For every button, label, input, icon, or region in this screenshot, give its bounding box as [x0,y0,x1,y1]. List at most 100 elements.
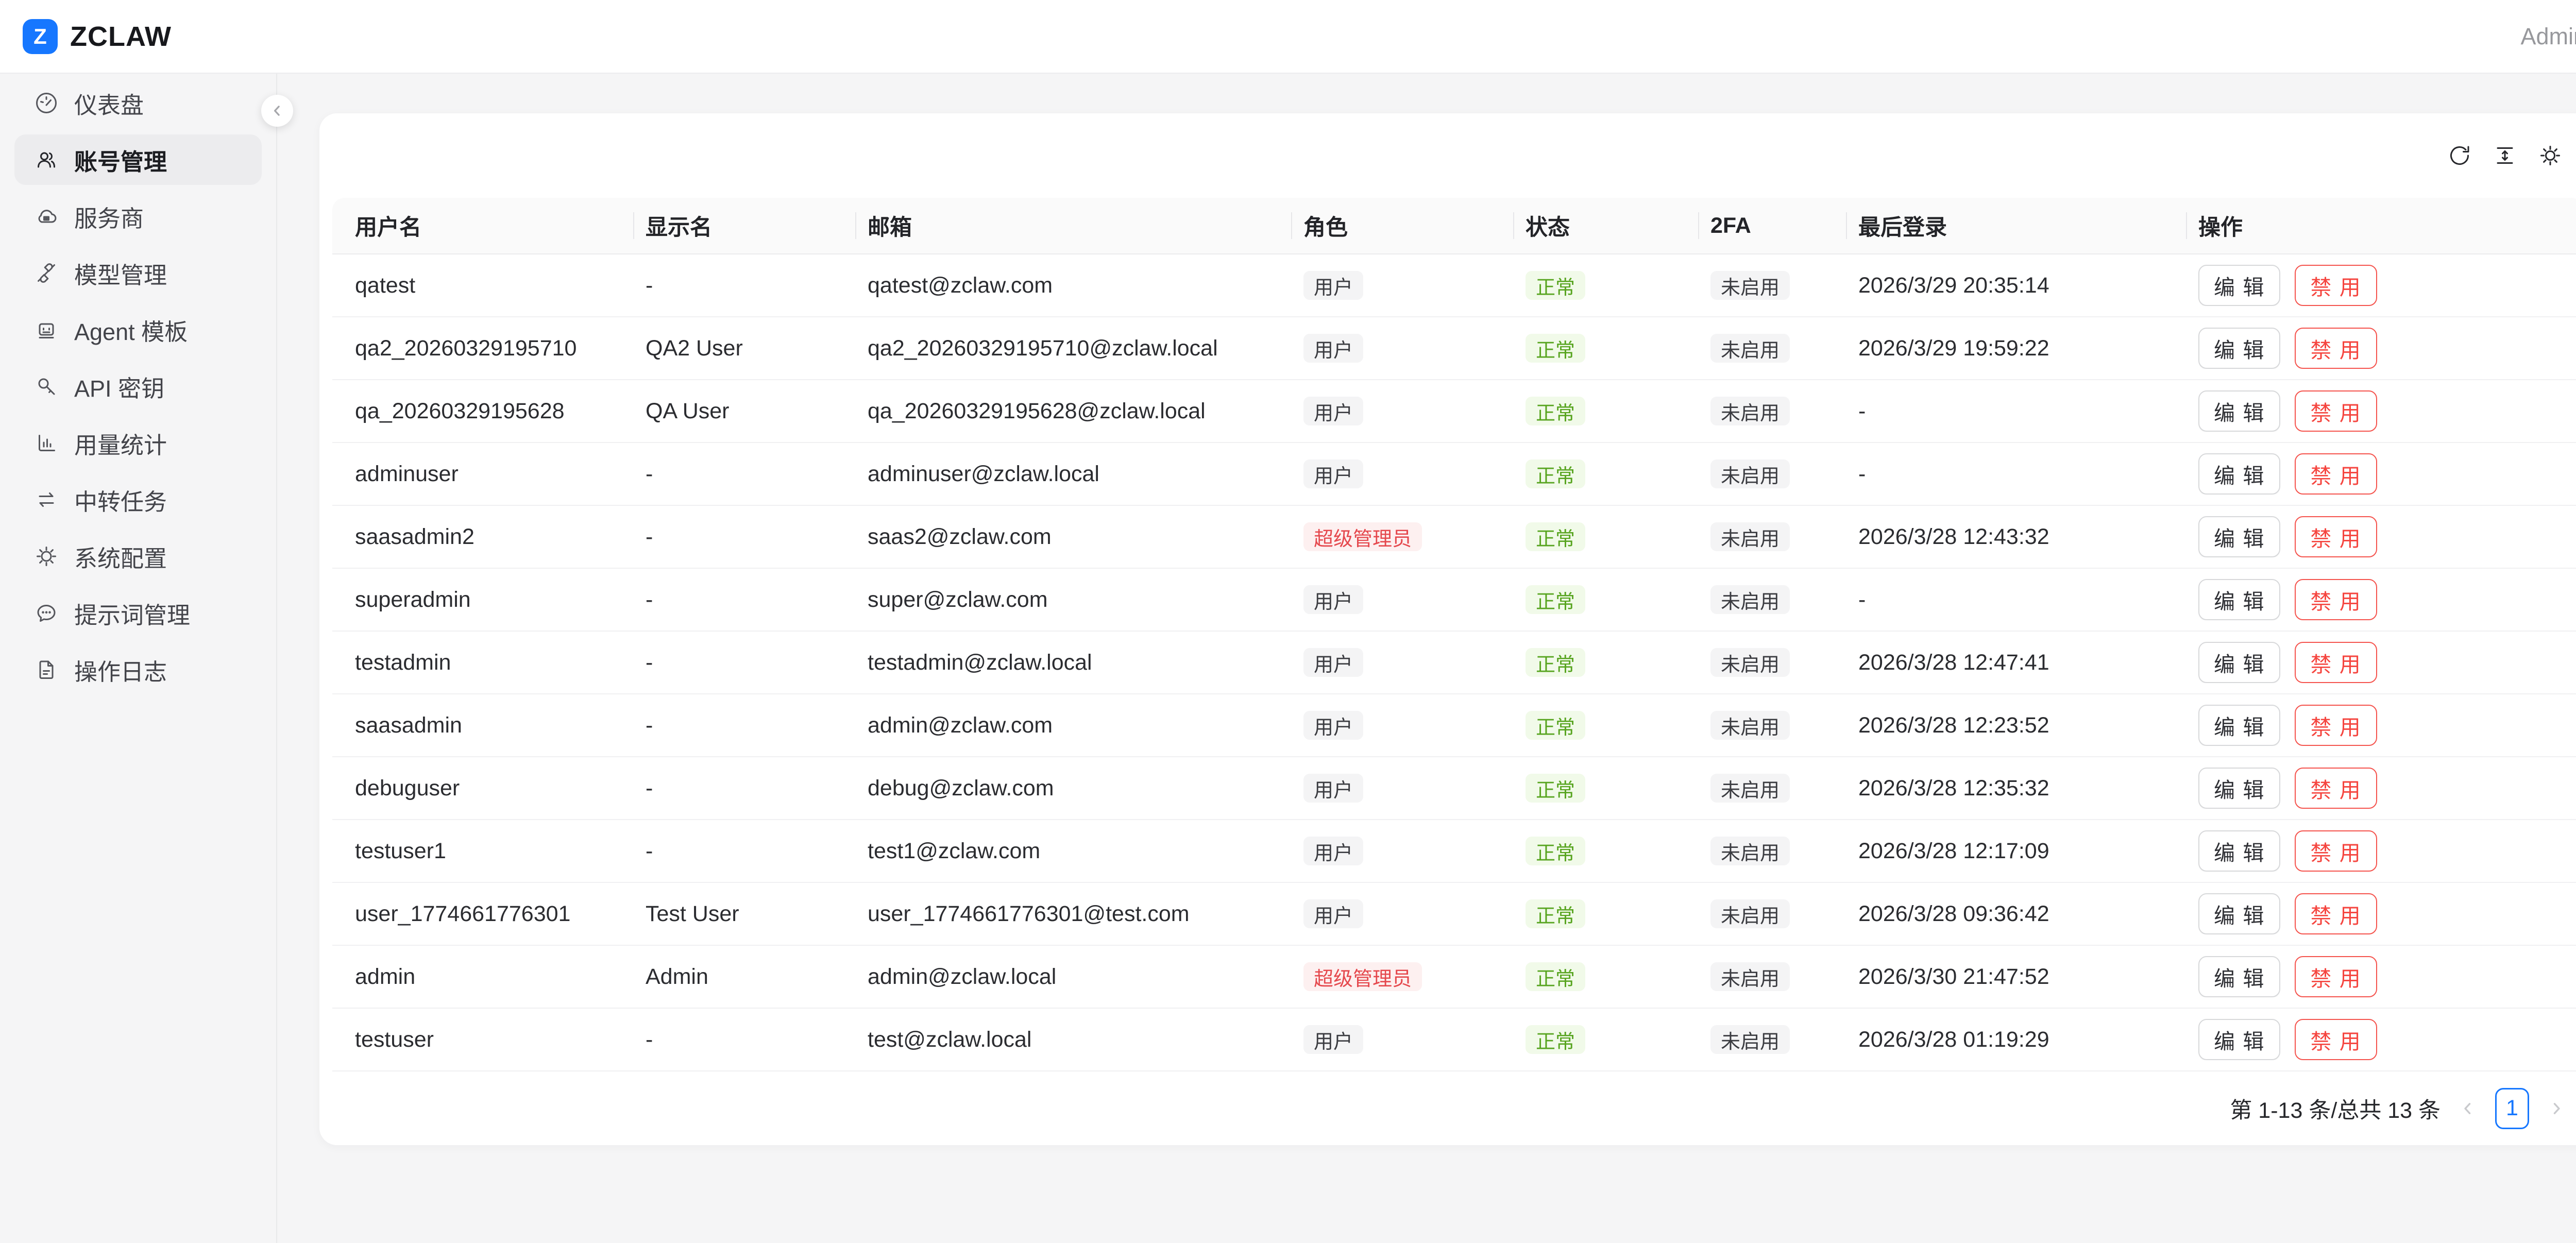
edit-button[interactable]: 编 辑 [2198,328,2281,369]
sidebar-item-label: 操作日志 [74,658,167,685]
row-actions: 编 辑禁 用 [2198,265,2576,306]
role-badge: 用户 [1303,1025,1364,1054]
table-row: saasadmin - admin@zclaw.com 用户 正常 未启用 2026/3/2… [332,694,2576,757]
cell-email: adminuser@zclaw.local [868,461,1099,486]
table-row: admin Admin admin@zclaw.local 超级管理员 正常 未启用 202… [332,946,2576,1009]
role-badge: 用户 [1303,585,1364,614]
pagination-prev-icon[interactable] [2459,1100,2477,1117]
table-row: saasadmin2 - saas2@zclaw.com 超级管理员 正常 未启用 2026… [332,506,2576,569]
cell-display-name: - [646,775,653,801]
cell-2fa: 未启用 [1699,774,1847,803]
disable-button[interactable]: 禁 用 [2295,265,2377,306]
sidebar-item-logs[interactable]: 操作日志 [14,644,262,695]
cell-role: 用户 [1292,334,1514,363]
sidebar-item-relay[interactable]: 中转任务 [14,474,262,525]
disable-button[interactable]: 禁 用 [2295,516,2377,557]
cell-last-login: 2026/3/29 20:35:14 [1858,273,2049,298]
twofa-badge: 未启用 [1710,899,1790,928]
sidebar-item-system[interactable]: 系统配置 [14,531,262,582]
sidebar-item-agents[interactable]: Agent 模板 [14,304,262,355]
cell-last-login: 2026/3/29 19:59:22 [1858,335,2049,361]
edit-button[interactable]: 编 辑 [2198,579,2281,620]
disable-button[interactable]: 禁 用 [2295,956,2377,997]
edit-button[interactable]: 编 辑 [2198,705,2281,746]
disable-button[interactable]: 禁 用 [2295,642,2377,683]
disable-button[interactable]: 禁 用 [2295,579,2377,620]
edit-button[interactable]: 编 辑 [2198,956,2281,997]
sidebar-item-label: 用量统计 [74,432,167,458]
sidebar-collapse-button[interactable] [261,95,293,127]
table-row: testadmin - testadmin@zclaw.local 用户 正常 未启用 20… [332,632,2576,694]
edit-button[interactable]: 编 辑 [2198,1019,2281,1060]
cloud-icon [34,204,59,229]
sidebar-item-label: 账号管理 [74,148,167,175]
cell-status: 正常 [1514,271,1699,300]
pagination-next-icon[interactable] [2548,1100,2565,1117]
sidebar-item-label: 模型管理 [74,262,167,288]
current-user-label[interactable]: Admin [2520,23,2576,49]
sidebar-item-dashboard[interactable]: 仪表盘 [14,78,262,128]
edit-button[interactable]: 编 辑 [2198,768,2281,809]
cell-email: admin@zclaw.local [868,964,1057,989]
sidebar-item-label: 仪表盘 [74,92,144,118]
cell-role: 用户 [1292,711,1514,740]
cell-email: qa2_20260329195710@zclaw.local [868,335,1218,361]
cell-status: 正常 [1514,899,1699,928]
disable-button[interactable]: 禁 用 [2295,893,2377,934]
edit-button[interactable]: 编 辑 [2198,516,2281,557]
cell-role: 用户 [1292,774,1514,803]
sidebar-item-providers[interactable]: 服务商 [14,191,262,242]
row-actions: 编 辑禁 用 [2198,1019,2576,1060]
reload-icon[interactable] [2447,143,2472,168]
disable-button[interactable]: 禁 用 [2295,328,2377,369]
edit-button[interactable]: 编 辑 [2198,453,2281,495]
cell-role: 用户 [1292,459,1514,488]
disable-button[interactable]: 禁 用 [2295,1019,2377,1060]
cell-2fa: 未启用 [1699,522,1847,551]
cell-status: 正常 [1514,1025,1699,1054]
cell-actions: 编 辑禁 用 [2187,1019,2576,1060]
edit-button[interactable]: 编 辑 [2198,893,2281,934]
density-icon[interactable] [2493,143,2517,168]
cell-2fa: 未启用 [1699,585,1847,614]
pagination-page-1[interactable]: 1 [2495,1087,2529,1129]
column-header-5: 2FA [1699,213,1847,239]
cell-username: saasadmin [355,712,462,738]
cell-actions: 编 辑禁 用 [2187,453,2576,495]
sidebar-item-apikeys[interactable]: API 密钥 [14,361,262,412]
table-body: qatest - qatest@zclaw.com 用户 正常 未启用 2026/3/29 … [332,254,2576,1071]
edit-button[interactable]: 编 辑 [2198,390,2281,432]
cell-display-name: - [646,838,653,863]
app-logo: Z [23,19,58,54]
status-badge: 正常 [1526,1025,1586,1054]
sidebar-item-accounts[interactable]: 账号管理 [14,134,262,185]
cell-role: 用户 [1292,837,1514,865]
cell-actions: 编 辑禁 用 [2187,768,2576,809]
table-row: qatest - qatest@zclaw.com 用户 正常 未启用 2026/3/29 … [332,254,2576,317]
column-header-3: 角色 [1292,210,1514,242]
disable-button[interactable]: 禁 用 [2295,453,2377,495]
sidebar-item-usage[interactable]: 用量统计 [14,418,262,468]
cell-role: 用户 [1292,397,1514,425]
row-actions: 编 辑禁 用 [2198,453,2576,495]
cell-username: debuguser [355,775,460,801]
disable-button[interactable]: 禁 用 [2295,390,2377,432]
cell-role: 用户 [1292,899,1514,928]
disable-button[interactable]: 禁 用 [2295,768,2377,809]
settings-icon[interactable] [2538,143,2563,168]
cell-username: testuser [355,1027,434,1052]
cell-last-login: 2026/3/28 12:47:41 [1858,650,2049,675]
sidebar-item-models[interactable]: 模型管理 [14,248,262,298]
cell-email: qa_20260329195628@zclaw.local [868,398,1206,423]
disable-button[interactable]: 禁 用 [2295,705,2377,746]
cell-display-name: QA2 User [646,335,743,361]
twofa-badge: 未启用 [1710,585,1790,614]
disable-button[interactable]: 禁 用 [2295,830,2377,872]
edit-button[interactable]: 编 辑 [2198,830,2281,872]
column-header-4: 状态 [1514,210,1699,242]
sidebar-item-prompts[interactable]: 提示词管理 [14,588,262,638]
edit-button[interactable]: 编 辑 [2198,265,2281,306]
status-badge: 正常 [1526,648,1586,677]
swap-icon [34,487,59,512]
edit-button[interactable]: 编 辑 [2198,642,2281,683]
